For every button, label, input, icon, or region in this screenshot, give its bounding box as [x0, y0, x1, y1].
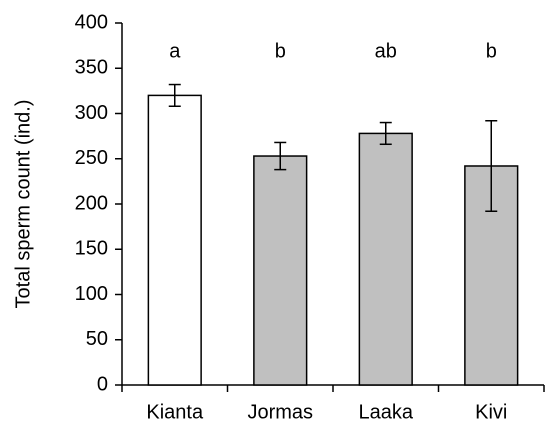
significance-letter: a — [169, 40, 181, 62]
y-tick-label: 50 — [86, 328, 108, 350]
y-tick-label: 250 — [75, 147, 108, 169]
significance-letter: b — [275, 40, 286, 62]
error-bar — [379, 121, 392, 146]
error-bar — [168, 83, 181, 108]
bar — [253, 155, 308, 386]
y-tick-label: 400 — [75, 11, 108, 33]
y-axis-label: Total sperm count (ind.) — [12, 100, 34, 309]
bar — [358, 132, 413, 386]
y-tick-label: 0 — [97, 373, 108, 395]
x-tick-label: Kianta — [146, 401, 204, 423]
error-bar — [274, 141, 287, 171]
x-tick-label: Kivi — [475, 401, 507, 423]
significance-letter: b — [486, 40, 497, 62]
y-tick-label: 300 — [75, 102, 108, 124]
x-tick-label: Laaka — [359, 401, 414, 423]
y-tick-label: 150 — [75, 238, 108, 260]
y-tick-label: 350 — [75, 57, 108, 79]
y-tick-label: 200 — [75, 192, 108, 214]
bar — [147, 94, 202, 386]
y-tick-label: 100 — [75, 283, 108, 305]
x-tick-label: Jormas — [247, 401, 313, 423]
error-bar — [485, 119, 498, 212]
significance-letter: ab — [375, 40, 397, 62]
